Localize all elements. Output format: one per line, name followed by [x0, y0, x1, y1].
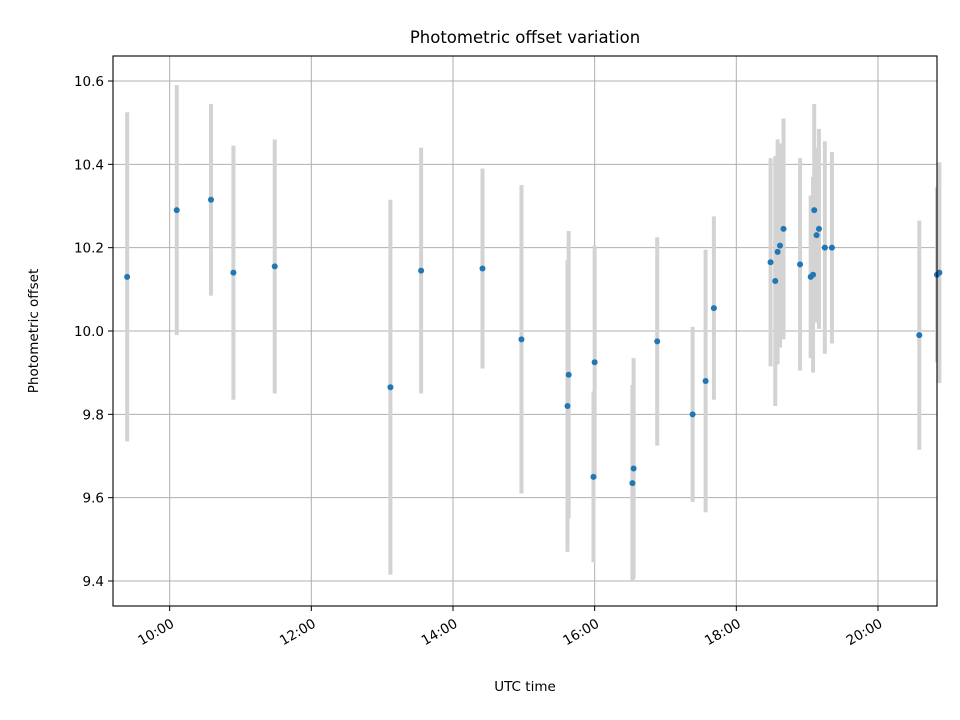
y-axis-label: Photometric offset: [26, 269, 42, 393]
data-point: [590, 473, 597, 480]
data-point: [207, 196, 214, 203]
y-tick-label: 10.6: [74, 74, 104, 90]
data-point: [821, 244, 828, 251]
data-point: [780, 225, 787, 232]
data-point: [271, 263, 278, 270]
y-tick-label: 10.0: [74, 324, 104, 340]
data-point: [810, 271, 817, 278]
data-point: [772, 278, 779, 284]
data-point: [591, 359, 598, 366]
data-point: [774, 248, 781, 255]
y-tick-label: 10.4: [74, 157, 104, 173]
data-point: [230, 269, 237, 276]
y-tick-label: 9.4: [83, 574, 104, 590]
data-point: [776, 242, 783, 249]
data-point: [654, 338, 661, 345]
data-point: [916, 332, 923, 339]
data-point: [811, 207, 818, 214]
data-point: [387, 384, 394, 391]
data-point: [767, 259, 774, 266]
data-point: [564, 403, 571, 409]
y-tick-label: 9.6: [83, 491, 104, 507]
data-point: [702, 378, 709, 384]
data-point: [479, 265, 486, 272]
data-point: [710, 305, 717, 312]
x-axis-label: UTC time: [494, 679, 556, 695]
data-point: [815, 225, 822, 232]
chart-title: Photometric offset variation: [410, 28, 640, 47]
data-point: [828, 244, 835, 251]
data-point: [629, 480, 636, 487]
data-point: [630, 465, 637, 472]
y-tick-label: 10.2: [74, 241, 104, 257]
data-point: [124, 273, 131, 280]
data-point: [173, 207, 180, 214]
data-point: [797, 261, 804, 268]
data-point: [689, 411, 696, 418]
data-point: [813, 232, 820, 239]
data-point: [565, 371, 572, 378]
y-tick-label: 9.8: [83, 407, 104, 423]
data-point: [418, 267, 425, 274]
data-point: [518, 336, 525, 343]
data-points: [124, 196, 943, 487]
data-point: [936, 269, 943, 276]
